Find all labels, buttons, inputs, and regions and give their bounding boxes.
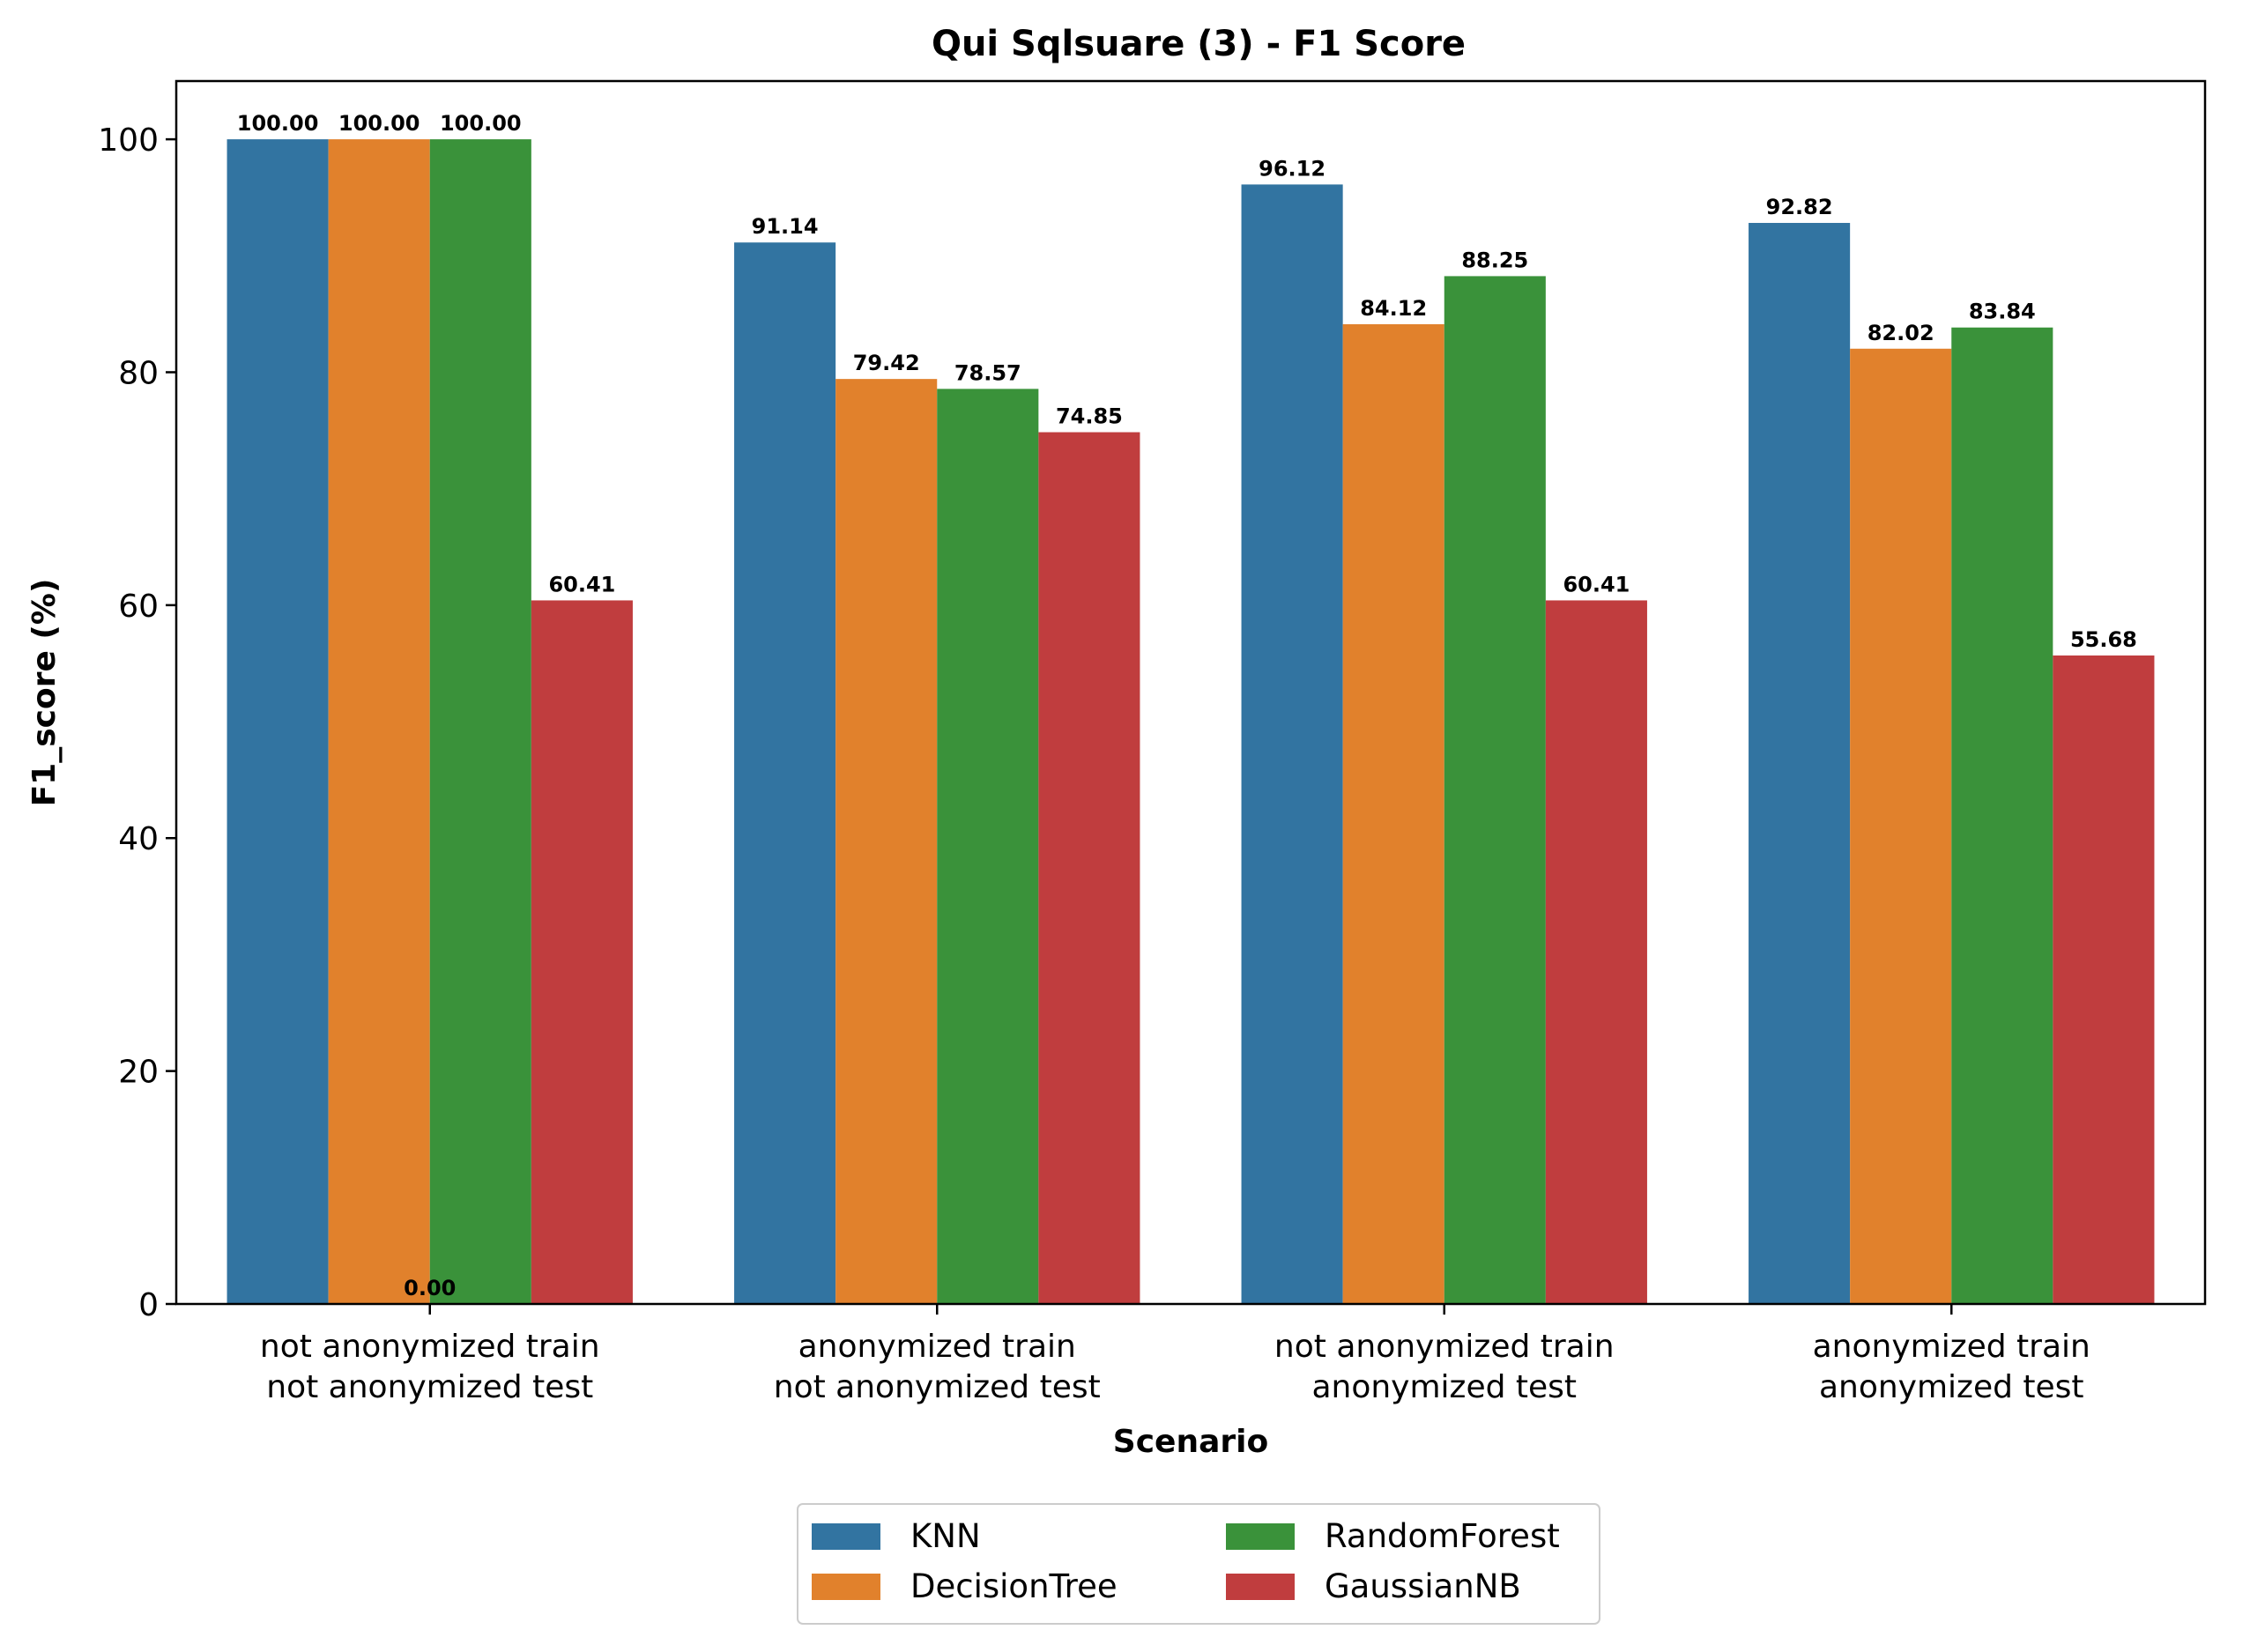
bar-decisiontree-3	[1850, 348, 1952, 1305]
x-tick-label-3: anonymized train anonymized test	[1813, 1329, 2090, 1405]
legend-frame	[797, 1503, 1600, 1625]
data-label-knn-0: 100.00	[237, 111, 319, 136]
y-tick-label: 100	[98, 122, 159, 159]
bar-decisiontree-1	[835, 379, 938, 1304]
data-label-knn-2: 96.12	[1259, 156, 1325, 181]
bar-decisiontree-0	[328, 139, 430, 1305]
data-label-knn-1: 91.14	[752, 214, 819, 239]
chart-title: Qui Sqlsuare (3) - F1 Score	[932, 24, 1466, 64]
bar-knn-3	[1749, 223, 1851, 1304]
data-label-knn-3: 92.82	[1766, 195, 1833, 219]
bar-gaussiannb-1	[1038, 432, 1140, 1304]
legend-label-knn: KNN	[910, 1517, 981, 1555]
y-tick-label: 20	[118, 1055, 159, 1091]
legend-swatch-knn	[812, 1523, 880, 1550]
data-label-extra-0: 0.00	[404, 1276, 456, 1300]
x-tick-label-1: anonymized train not anonymized test	[774, 1329, 1101, 1405]
bars-group	[226, 139, 2155, 1305]
data-label-decisiontree-1: 79.42	[853, 351, 920, 375]
legend-label-randomforest: RandomForest	[1325, 1517, 1560, 1555]
x-tick-label-2: not anonymized train anonymized test	[1274, 1329, 1615, 1405]
legend: KNN DecisionTree RandomForest GaussianNB	[797, 1503, 1600, 1625]
x-tick-label-0: not anonymized train not anonymized test	[260, 1329, 600, 1405]
y-tick-label: 40	[118, 821, 159, 857]
bar-decisiontree-2	[1342, 324, 1444, 1305]
bar-knn-0	[226, 139, 329, 1305]
x-axis: not anonymized train not anonymized test a…	[260, 1304, 2090, 1405]
legend-label-decisiontree: DecisionTree	[910, 1567, 1118, 1605]
data-label-decisiontree-2: 84.12	[1360, 296, 1427, 321]
bar-randomforest-0	[429, 139, 531, 1305]
y-axis-label: F1_score (%)	[26, 579, 63, 807]
plot-area-frame	[175, 79, 2207, 1306]
bar-knn-1	[734, 242, 836, 1304]
data-label-gaussiannb-1: 74.85	[1056, 404, 1123, 429]
bar-randomforest-2	[1444, 276, 1546, 1304]
data-label-gaussiannb-3: 55.68	[2070, 627, 2137, 652]
legend-label-gaussiannb: GaussianNB	[1325, 1567, 1521, 1605]
y-axis: 0 20 40 60 80 100	[98, 122, 176, 1323]
legend-swatch-gaussiannb	[1226, 1574, 1295, 1600]
data-labels-group: 100.00 91.14 96.12 92.82 100.00 79.42 84.12 82.…	[237, 111, 2137, 1300]
data-label-randomforest-3: 83.84	[1969, 300, 2036, 324]
y-tick-label: 60	[118, 589, 159, 625]
bar-randomforest-1	[937, 389, 1039, 1305]
bar-gaussiannb-3	[2053, 655, 2155, 1304]
data-label-decisiontree-0: 100.00	[338, 111, 420, 136]
data-label-randomforest-2: 88.25	[1461, 248, 1528, 272]
bar-randomforest-3	[1951, 327, 2053, 1304]
bar-gaussiannb-2	[1545, 600, 1647, 1304]
data-label-decisiontree-3: 82.02	[1868, 321, 1934, 345]
y-tick-label: 0	[138, 1287, 159, 1323]
legend-swatch-decisiontree	[812, 1574, 880, 1600]
data-label-randomforest-0: 100.00	[440, 111, 522, 136]
y-tick-label: 80	[118, 355, 159, 391]
data-label-gaussiannb-2: 60.41	[1563, 572, 1630, 596]
legend-swatch-randomforest	[1226, 1523, 1295, 1550]
data-label-gaussiannb-0: 60.41	[548, 572, 615, 596]
data-label-randomforest-1: 78.57	[954, 360, 1021, 385]
bar-gaussiannb-0	[531, 600, 633, 1304]
x-axis-label: Scenario	[1113, 1424, 1268, 1460]
bar-knn-2	[1241, 184, 1343, 1305]
